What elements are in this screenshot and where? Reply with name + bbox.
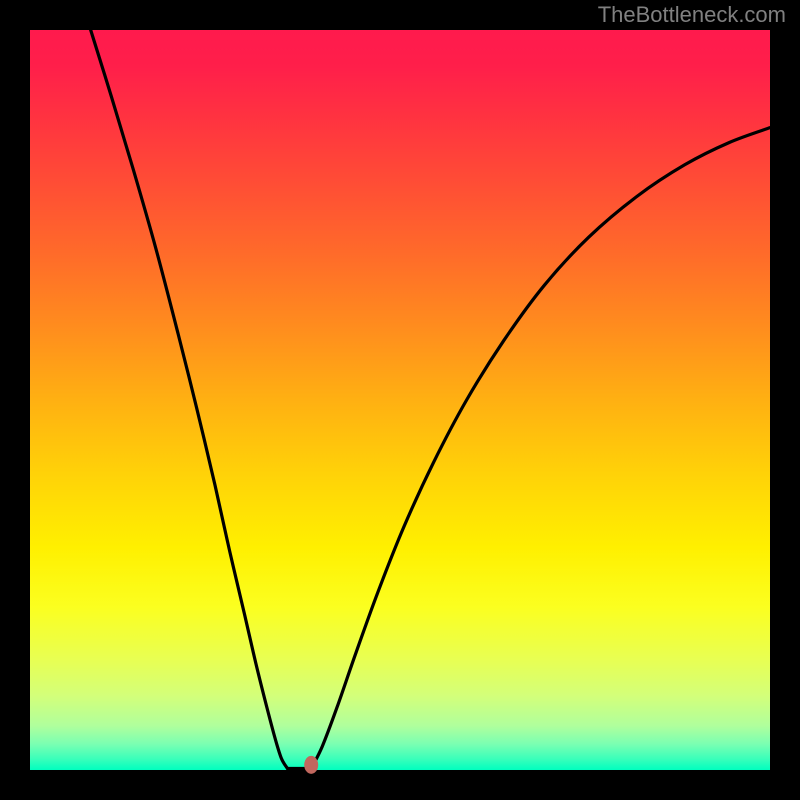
watermark-text: TheBottleneck.com: [598, 2, 786, 28]
curve-right-branch: [311, 128, 770, 769]
optimal-point-marker: [304, 756, 318, 774]
curve-left-branch: [91, 30, 288, 769]
chart-container: TheBottleneck.com: [0, 0, 800, 800]
curve-layer: [0, 0, 800, 800]
